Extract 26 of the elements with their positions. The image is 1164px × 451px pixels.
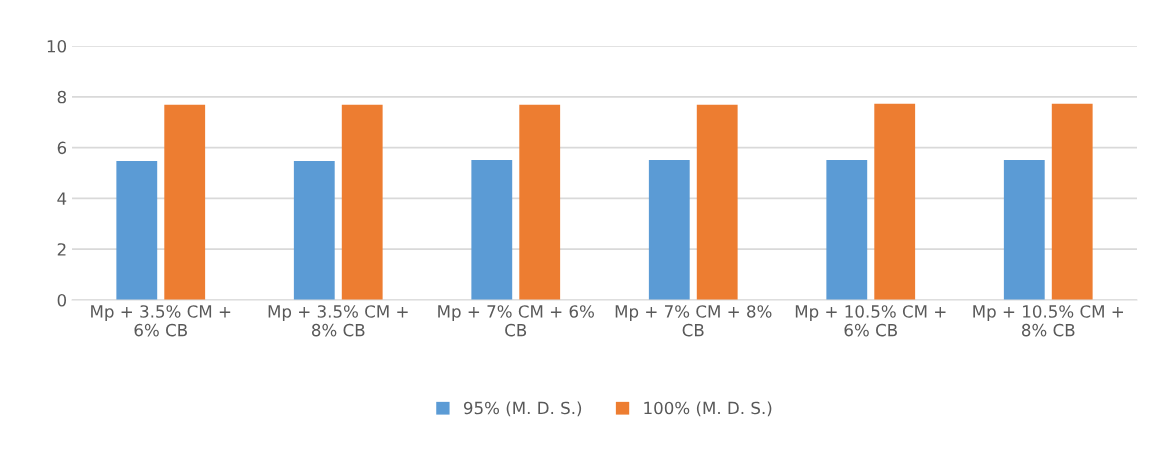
x-tick-label: Mp + 3.5% CM + 8% CB: [268, 305, 408, 337]
bar: [116, 161, 158, 300]
bar: [874, 103, 916, 300]
bar: [341, 104, 383, 300]
y-tick-label: 2: [57, 243, 66, 256]
bar: [1003, 160, 1045, 300]
x-tick-label: Mp + 3.5% CM + 6% CB: [91, 305, 231, 337]
y-tick-label: 8: [57, 90, 66, 104]
y-tick-label: 10: [47, 39, 67, 53]
y-tick-label: 6: [57, 141, 67, 155]
bar: [826, 160, 868, 300]
x-tick-label: Mp + 10.5% CM + 8% CB: [973, 305, 1123, 337]
bar: [293, 161, 335, 300]
y-tick-label: 4: [57, 192, 67, 205]
bar: [471, 160, 513, 300]
bar: [696, 104, 738, 300]
y-tick-label: 0: [57, 293, 67, 307]
legend-label: 95% (M. D. S.): [463, 401, 582, 417]
bar: [519, 104, 561, 300]
bar: [648, 160, 690, 300]
bar: [164, 104, 206, 300]
bar: [1051, 103, 1093, 300]
x-tick-label: Mp + 7% CM + 6% CB: [438, 305, 594, 337]
legend-label: 100% (M. D. S.): [644, 401, 772, 417]
x-tick-label: Mp + 7% CM + 8% CB: [615, 305, 772, 337]
x-tick-label: Mp + 10.5% CM + 6% CB: [795, 305, 946, 337]
